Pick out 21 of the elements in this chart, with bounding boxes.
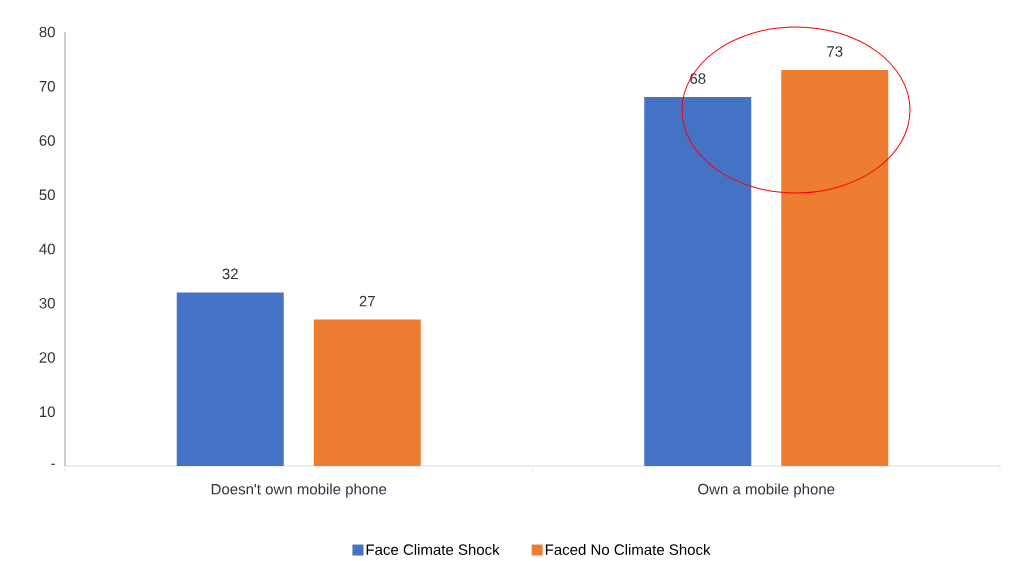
- data-label: 68: [690, 73, 706, 84]
- x-tick-label: Doesn't own mobile phone: [211, 483, 387, 498]
- y-tick-label: 30: [39, 297, 55, 309]
- y-tick-label: 10: [40, 406, 55, 418]
- bar: [781, 69, 889, 466]
- y-tick-label: -: [51, 463, 55, 465]
- bar: [176, 292, 284, 466]
- y-tick-label: 20: [39, 352, 55, 363]
- bar: [313, 319, 421, 466]
- legend-label: Face Climate Shock: [366, 543, 500, 555]
- data-label: 32: [222, 268, 238, 280]
- y-tick-label: 50: [39, 189, 55, 200]
- y-tick-label: 40: [39, 243, 55, 255]
- y-tick-label: 70: [39, 80, 55, 92]
- data-label: 73: [827, 46, 843, 57]
- bar: [644, 97, 752, 466]
- y-tick-label: 60: [39, 135, 55, 146]
- data-label: 27: [359, 295, 375, 307]
- x-tick-label: Own a mobile phone: [698, 483, 835, 498]
- y-tick-label: 80: [39, 26, 55, 38]
- legend-label: Faced No Climate Shock: [545, 543, 711, 555]
